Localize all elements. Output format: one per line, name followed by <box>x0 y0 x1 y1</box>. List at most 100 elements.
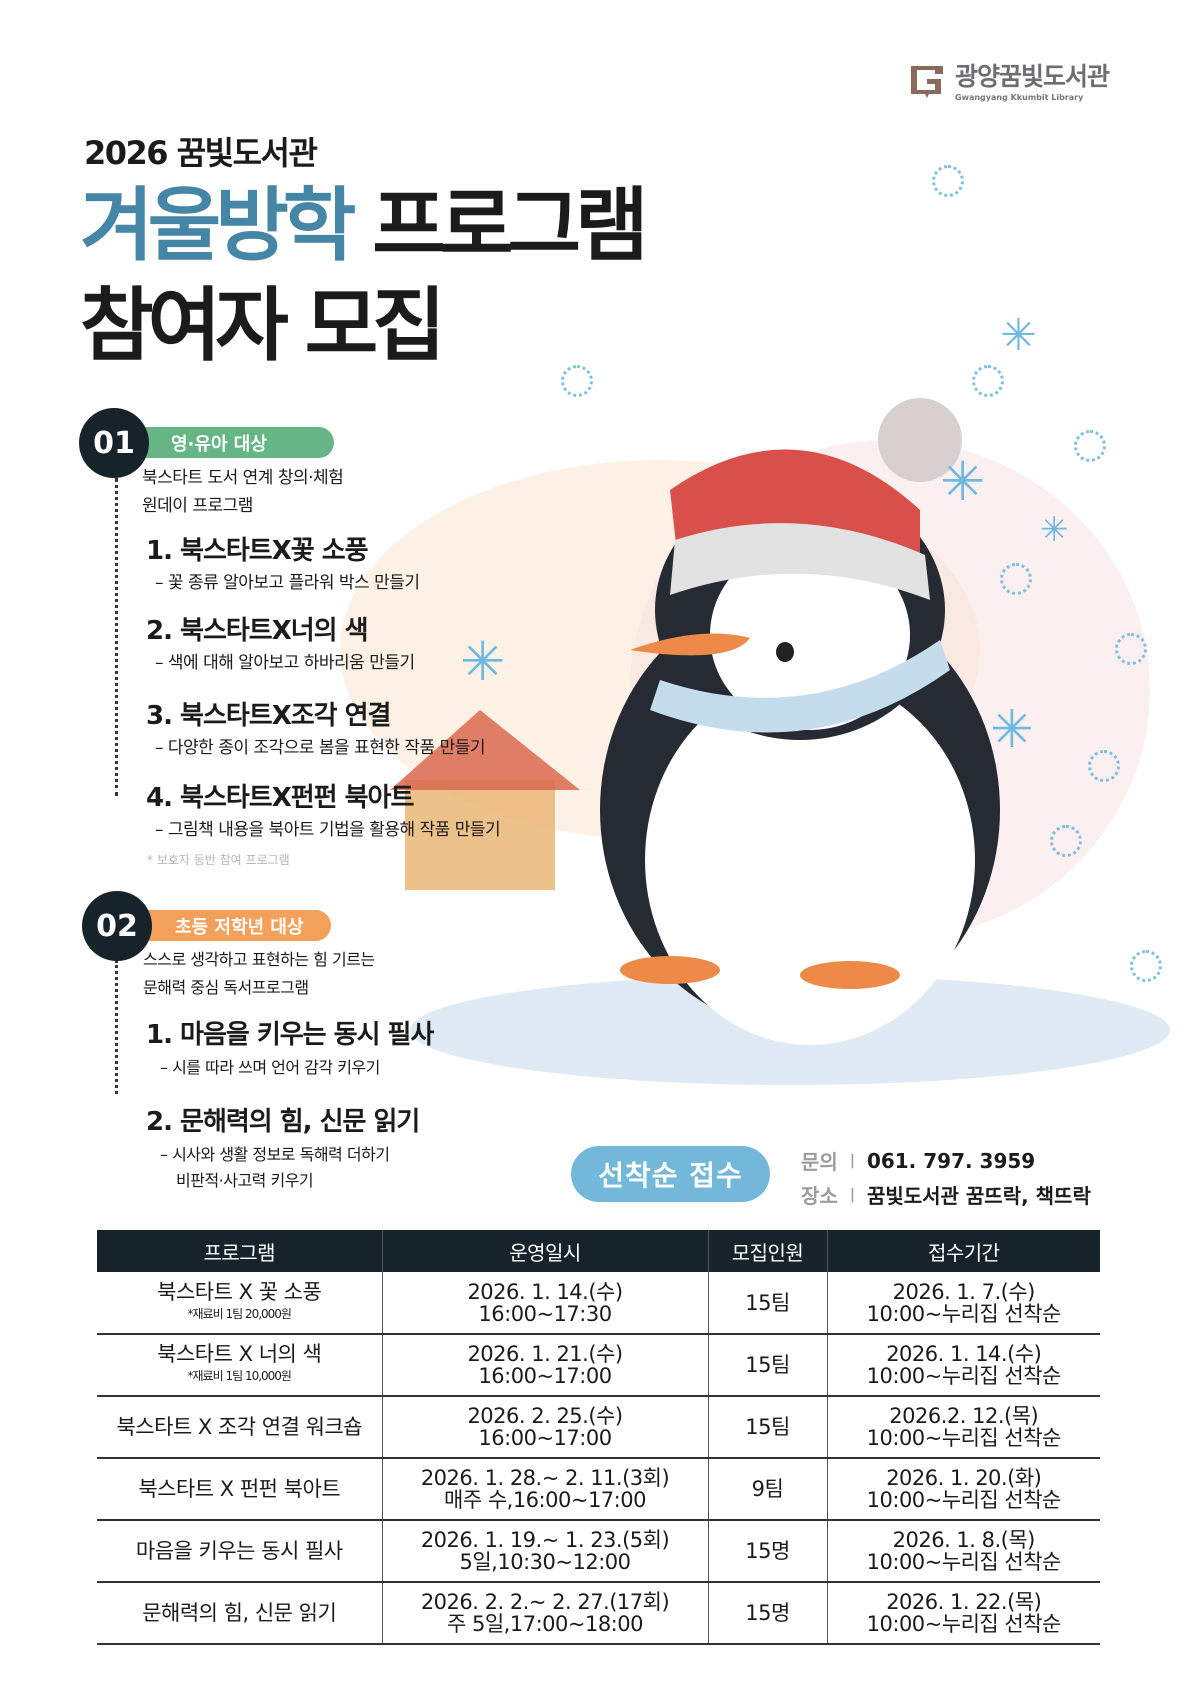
separator: | <box>849 1186 855 1203</box>
section1-badge: 영·유아 대상 <box>141 427 334 458</box>
reg-method: 10:00~누리집 선착순 <box>866 1488 1062 1512</box>
section1-divider <box>115 478 118 796</box>
penguin-illustration <box>340 398 1170 1085</box>
house-icon <box>405 780 555 890</box>
table-header: 프로그램 운영일시 모집인원 접수기간 <box>97 1230 1100 1272</box>
program-name: 마음을 키우는 동시 필사 <box>135 1539 343 1563</box>
date: 2026. 1. 28.~ 2. 11.(3회) <box>420 1466 670 1490</box>
cell-registration: 2026. 1. 8.(목) 10:00~누리집 선착순 <box>826 1520 1100 1583</box>
time: 주 5일,17:00~18:00 <box>447 1612 643 1636</box>
cell-program: 북스타트 X 펀펀 북아트 <box>97 1458 382 1521</box>
header-registration: 접수기간 <box>826 1230 1100 1272</box>
program-title: 2. 북스타트X너의 색 <box>146 616 369 646</box>
program-title: 4. 북스타트X펀펀 북아트 <box>146 783 414 813</box>
cell-datetime: 2026. 1. 19.~ 1. 23.(5회) 5일,10:30~12:00 <box>381 1520 708 1583</box>
cell-datetime: 2026. 1. 14.(수) 16:00~17:30 <box>381 1272 708 1335</box>
time: 16:00~17:00 <box>478 1426 612 1450</box>
contact-place: 장소 | 꿈빛도서관 꿈뜨락, 책뜨락 <box>801 1180 1091 1209</box>
title-highlight: 겨울방학 <box>80 179 356 272</box>
desc-line: 스스로 생각하고 표현하는 힘 기르는 <box>143 950 375 969</box>
desc-line: 북스타트 도서 연계 창의·체험 <box>142 468 344 488</box>
section1-desc: 북스타트 도서 연계 창의·체험 원데이 프로그램 <box>142 464 344 520</box>
table-row: 북스타트 X 너의 색 *재료비 1팀 10,000원 2026. 1. 21.(… <box>97 1334 1100 1397</box>
cell-program: 마음을 키우는 동시 필사 <box>97 1520 382 1583</box>
snowflake-icon: ✳ <box>940 450 986 513</box>
page-title-line2: 참여자 모집 <box>80 279 446 372</box>
cell-capacity: 15명 <box>707 1582 827 1645</box>
program-desc: – 시를 따라 쓰며 언어 감각 키우기 <box>160 1058 380 1077</box>
place-label: 장소 <box>801 1184 838 1208</box>
reg-method: 10:00~누리집 선착순 <box>866 1426 1062 1450</box>
time: 16:00~17:30 <box>478 1301 612 1326</box>
snow-ring-icon <box>1115 633 1147 665</box>
snow-ring-icon <box>1050 825 1082 857</box>
snow-ring-icon <box>972 365 1004 397</box>
header-program: 프로그램 <box>97 1230 382 1272</box>
program-desc: – 그림책 내용을 북아트 기법을 활용해 작품 만들기 <box>155 820 501 840</box>
inquiry-label: 문의 <box>801 1150 838 1174</box>
program-desc: – 시사와 생활 정보로 독해력 더하기 <box>160 1145 390 1164</box>
program-title: 1. 북스타트X꽃 소풍 <box>146 536 369 566</box>
table-row: 문해력의 힘, 신문 읽기 2026. 2. 2.~ 2. 27.(17회) 주 … <box>97 1582 1100 1645</box>
table-row: 북스타트 X 꽃 소풍 *재료비 1팀 20,000원 2026. 1. 14.(… <box>97 1272 1100 1335</box>
table-row: 북스타트 X 조각 연결 워크숍 2026. 2. 25.(수) 16:00~17… <box>97 1396 1100 1459</box>
snow-ring-icon <box>1074 430 1106 462</box>
guardian-note: * 보호자 동반 참여 프로그램 <box>147 853 290 867</box>
snowflake-icon: ✳ <box>1040 510 1069 550</box>
program-name: 북스타트 X 펀펀 북아트 <box>138 1477 341 1501</box>
reg-method: 10:00~누리집 선착순 <box>866 1612 1062 1636</box>
date: 2026. 2. 2.~ 2. 27.(17회) <box>420 1590 670 1614</box>
program-title: 2. 문해력의 힘, 신문 읽기 <box>146 1107 420 1137</box>
snow-ring-icon <box>1000 563 1032 595</box>
library-logo: 광양꿈빛도서관 Gwangyang Kkumbit Library <box>907 57 1110 102</box>
table-row: 마음을 키우는 동시 필사 2026. 1. 19.~ 1. 23.(5회) 5일… <box>97 1520 1100 1583</box>
reg-date: 2026. 1. 14.(수) <box>886 1342 1042 1366</box>
page-title: 겨울방학 프로그램 <box>80 179 649 272</box>
cell-program: 문해력의 힘, 신문 읽기 <box>97 1582 382 1645</box>
program-name: 북스타트 X 너의 색 <box>157 1342 322 1366</box>
section2-number: 02 <box>82 891 152 961</box>
cell-registration: 2026. 1. 22.(목) 10:00~누리집 선착순 <box>826 1582 1100 1645</box>
snowflake-icon: ✳ <box>1000 310 1037 361</box>
header-datetime: 운영일시 <box>381 1230 708 1272</box>
section1-number: 01 <box>79 408 149 478</box>
page-subtitle: 2026 꿈빛도서관 <box>84 134 318 172</box>
cell-program: 북스타트 X 너의 색 *재료비 1팀 10,000원 <box>97 1334 382 1397</box>
logo-name: 광양꿈빛도서관 <box>955 62 1110 91</box>
material-fee: *재료비 1팀 10,000원 <box>187 1369 292 1383</box>
snow-ring-icon <box>1130 950 1162 982</box>
date: 2026. 2. 25.(수) <box>467 1404 623 1428</box>
program-title: 3. 북스타트X조각 연결 <box>146 701 391 731</box>
reg-date: 2026. 1. 8.(목) <box>892 1528 1036 1552</box>
time: 5일,10:30~12:00 <box>459 1550 632 1574</box>
program-name: 북스타트 X 조각 연결 워크숍 <box>116 1415 363 1439</box>
cell-program: 북스타트 X 조각 연결 워크숍 <box>97 1396 382 1459</box>
title-rest: 프로그램 <box>372 179 648 272</box>
library-logo-icon <box>911 65 943 98</box>
snow-ring-icon <box>1088 750 1120 782</box>
desc-line: 문해력 중심 독서프로그램 <box>143 978 309 997</box>
program-desc: – 꽃 종류 알아보고 플라워 박스 만들기 <box>155 573 420 593</box>
snow-ring-icon <box>932 165 964 197</box>
reg-date: 2026.2. 12.(목) <box>889 1404 1039 1428</box>
program-desc: – 다양한 종이 조각으로 봄을 표현한 작품 만들기 <box>155 738 486 758</box>
cell-capacity: 15팀 <box>707 1334 827 1397</box>
section2-divider <box>115 960 118 1094</box>
time: 매주 수,16:00~17:00 <box>444 1488 646 1512</box>
reg-date: 2026. 1. 7.(수) <box>892 1279 1036 1304</box>
logo-english: Gwangyang Kkumbit Library <box>955 93 1084 102</box>
date: 2026. 1. 14.(수) <box>467 1279 623 1304</box>
contact-inquiry: 문의 | 061. 797. 3959 <box>801 1146 1035 1175</box>
cell-datetime: 2026. 1. 21.(수) 16:00~17:00 <box>381 1334 708 1397</box>
schedule-table: 프로그램 운영일시 모집인원 접수기간 북스타트 X 꽃 소풍 *재료비 1팀 2… <box>97 1230 1100 1645</box>
cell-capacity: 15팀 <box>707 1272 827 1335</box>
snowflake-icon: ✳ <box>990 700 1034 760</box>
cell-registration: 2026. 1. 20.(화) 10:00~누리집 선착순 <box>826 1458 1100 1521</box>
time: 16:00~17:00 <box>478 1364 612 1388</box>
program-title: 1. 마음을 키우는 동시 필사 <box>146 1020 434 1050</box>
place-value: 꿈빛도서관 꿈뜨락, 책뜨락 <box>866 1184 1091 1208</box>
program-desc: 비판적·사고력 키우기 <box>176 1171 314 1190</box>
cell-program: 북스타트 X 꽃 소풍 *재료비 1팀 20,000원 <box>97 1272 382 1335</box>
first-come-badge: 선착순 접수 <box>571 1146 770 1202</box>
